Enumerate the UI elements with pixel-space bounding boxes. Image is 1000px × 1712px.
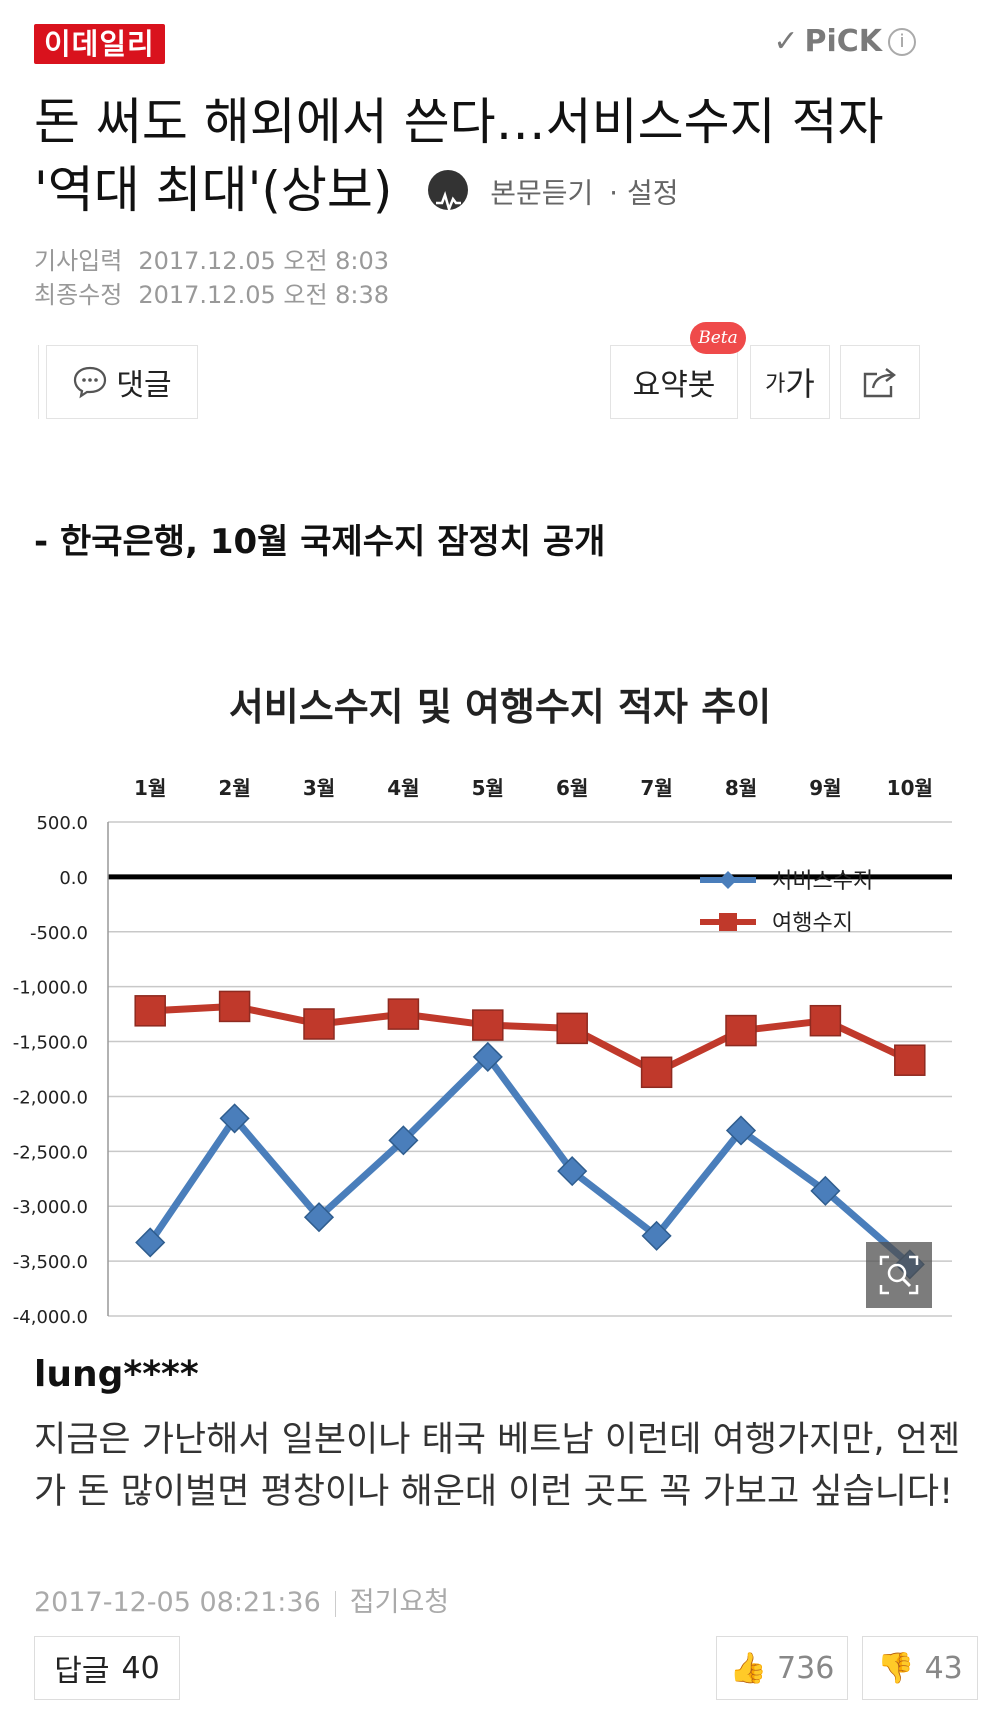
series-line-2 [150,1002,912,1076]
series-line-1 [147,1053,913,1268]
input-date: 2017.12.05 오전 8:03 [138,247,390,275]
modified-date: 2017.12.05 오전 8:38 [138,281,390,309]
legend-label: 서비스수지 [772,869,873,894]
thumbs-down-icon: 👎 [877,1650,915,1686]
comment-button-label: 댓글 [116,368,172,403]
y-tick-label: 500.0 [36,813,88,834]
zoom-button[interactable] [866,1242,932,1308]
comment-timestamp: 2017-12-05 08:21:36 [34,1587,321,1618]
travel-balance-point [640,1056,673,1089]
legend-label: 여행수지 [772,911,853,936]
y-tick-label: 0.0 [59,868,88,889]
travel-balance-point [725,1014,757,1047]
font-size-small-glyph: 가 [765,372,786,397]
speech-bubble-icon [74,366,107,399]
comment-username[interactable]: lung**** [34,1354,199,1395]
travel-balance-point [809,1004,842,1037]
info-icon[interactable]: i [888,27,916,56]
x-tick-label: 4월 [387,776,419,800]
reply-label: 답글 [54,1654,110,1689]
listen-settings-link[interactable]: · 설정 [609,176,679,210]
like-button[interactable]: 👍 736 [716,1636,848,1700]
dislike-count: 43 [924,1650,963,1686]
listen-button[interactable]: 본문듣기 [490,176,594,210]
service-balance-point [725,1115,757,1146]
share-button[interactable] [840,345,920,419]
dislike-button[interactable]: 👎 43 [862,1636,978,1700]
x-tick-label: 7월 [640,776,672,800]
y-tick-label: -500.0 [30,923,88,944]
service-balance-point [303,1202,335,1233]
comment-text: 지금은 가난해서 일본이나 태국 베트남 이런데 여행가지만, 언젠가 돈 많이… [34,1420,961,1512]
deficit-trend-chart: 서비스수지 및 여행수지 적자 추이 500.0 0.0 -500.0 -1,000.0… [13,685,952,1328]
headline-line-2-text: '역대 최대'(상보) [34,161,393,219]
x-tick-label: 8월 [725,776,757,800]
y-tick-label: -4,000.0 [13,1307,88,1328]
like-count: 736 [777,1650,835,1686]
x-tick-label: 5월 [472,776,504,800]
y-tick-label: -3,500.0 [13,1252,88,1273]
headline-line-1: 돈 써도 해외에서 쓴다…서비스수지 적자 [34,93,884,151]
comment-button[interactable]: 댓글 [46,345,198,419]
chart-title: 서비스수지 및 여행수지 적자 추이 [229,685,771,729]
article-subhead: - 한국은행, 10월 국제수지 잠정치 공개 [34,522,606,562]
x-tick-label: 3월 [303,776,335,800]
article-headline: 돈 써도 해외에서 쓴다…서비스수지 적자 '역대 최대'(상보) 본문듣기 ·… [34,88,954,228]
service-balance-point [135,1227,166,1258]
reply-button[interactable]: 답글 40 [34,1636,180,1700]
travel-balance-point [387,998,420,1030]
y-tick-label: -3,000.0 [13,1197,88,1218]
article-meta: 기사입력 2017.12.05 오전 8:03 최종수정 2017.12.05 오전… [34,244,389,312]
input-date-label: 기사입력 [34,247,123,275]
service-balance-point [219,1103,250,1134]
beta-badge: Beta [690,322,746,354]
travel-balance-point [472,1009,504,1041]
fold-request-link[interactable]: 접기요청 [349,1587,450,1618]
service-balance-point [388,1125,419,1156]
summary-bot-label: 요약봇 [632,368,716,403]
travel-balance-point [218,990,251,1023]
comment-meta: 2017-12-05 08:21:36 접기요청 [34,1580,449,1619]
listen-icon[interactable] [428,169,469,213]
thumbs-up-icon: 👍 [729,1650,768,1686]
service-balance-point [557,1156,588,1187]
travel-balance-point [134,995,166,1027]
reply-count: 40 [121,1650,160,1686]
y-tick-label: -2,000.0 [13,1087,88,1108]
x-tick-label: 6월 [556,776,588,800]
x-tick-label: 9월 [809,776,841,800]
font-size-large-glyph: 가 [785,365,815,403]
service-balance-point [810,1175,841,1206]
site-logo[interactable]: 이데일리 [34,24,165,64]
pick-badge[interactable]: ✓ PiCK i [773,24,916,59]
toolbar-divider [38,345,39,419]
headline-line-2: '역대 최대'(상보) 본문듣기 · 설정 [34,156,954,228]
share-icon [863,368,896,398]
legend-marker [719,913,737,931]
travel-balance-point [894,1044,926,1076]
service-balance-point [641,1220,672,1251]
check-icon: ✓ [773,24,799,59]
service-balance-point [472,1041,503,1072]
magnifier-icon [879,1255,919,1295]
y-tick-label: -1,500.0 [13,1033,88,1054]
pick-label: PiCK [804,24,882,59]
modified-date-label: 최종수정 [34,281,123,309]
y-tick-label: -2,500.0 [13,1142,88,1163]
x-tick-label: 10월 [887,776,933,800]
travel-balance-point [556,1012,588,1045]
x-tick-label: 2월 [218,776,250,800]
meta-separator [334,1590,336,1617]
x-tick-label: 1월 [134,776,166,800]
travel-balance-point [303,1008,335,1040]
summary-bot-button[interactable]: 요약봇 [610,345,738,419]
y-tick-label: -1,000.0 [13,978,88,999]
legend-marker [719,871,737,889]
